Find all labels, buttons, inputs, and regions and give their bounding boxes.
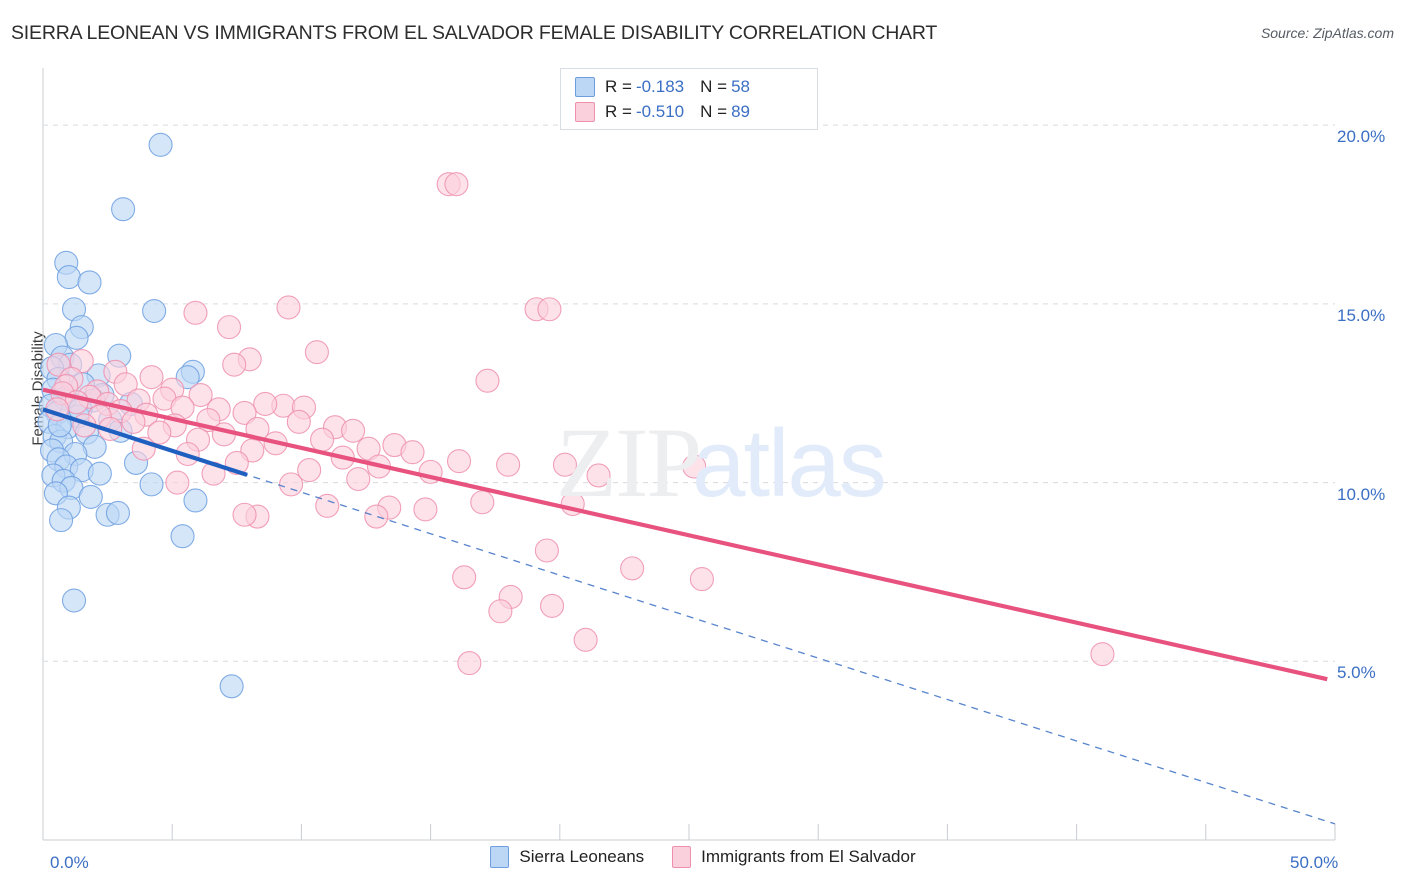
legend-label-el-salvador: Immigrants from El Salvador (701, 847, 916, 866)
trendline-sierra-leoneans-extension (42, 408, 1336, 825)
data-point (346, 466, 371, 492)
page-title: SIERRA LEONEAN VS IMMIGRANTS FROM EL SAL… (11, 22, 938, 44)
data-point (620, 556, 645, 581)
series-legend: Sierra Leoneans Immigrants from El Salva… (0, 846, 1406, 868)
data-point (297, 458, 322, 483)
n-label-pink: N = (700, 102, 728, 121)
n-value-blue: 58 (731, 77, 750, 96)
data-point (470, 490, 495, 515)
data-point (232, 400, 257, 425)
data-point (165, 470, 190, 495)
x-tick-label: 0.0% (50, 853, 89, 872)
data-point (304, 340, 329, 365)
stats-legend: R = -0.183 N = 58 R = -0.510 N = 89 (560, 68, 818, 130)
n-label-blue: N = (700, 77, 728, 96)
data-point (69, 349, 94, 374)
legend-swatch-sierra-leoneans (575, 77, 595, 97)
data-point (49, 508, 74, 533)
data-point (539, 593, 565, 618)
data-point (222, 352, 247, 377)
data-point (586, 463, 611, 488)
legend-label-sierra-leoneans: Sierra Leoneans (519, 847, 645, 866)
stats-legend-row-blue: R = -0.183 N = 58 (575, 75, 766, 99)
x-tick-label: 50.0% (1290, 853, 1339, 872)
data-point (488, 599, 513, 624)
data-point (689, 567, 714, 592)
y-tick-label: 5.0% (1337, 663, 1376, 683)
r-value-pink: -0.510 (635, 102, 685, 121)
data-point (148, 132, 173, 157)
data-point (87, 461, 112, 486)
data-point (537, 297, 562, 322)
legend-color-sierra-leoneans (490, 846, 510, 868)
data-point (64, 325, 89, 350)
data-point (139, 365, 164, 390)
r-value-blue: -0.183 (635, 77, 685, 96)
data-point (56, 265, 81, 290)
legend-swatch-el-salvador (575, 102, 595, 122)
trendline-sierra-leoneans (42, 407, 248, 477)
data-point (232, 502, 257, 527)
data-point (457, 651, 482, 676)
data-point (61, 588, 87, 613)
data-point (111, 197, 136, 222)
data-point (142, 298, 167, 324)
data-point (77, 270, 102, 295)
n-value-pink: 89 (731, 102, 750, 121)
data-point (1090, 642, 1115, 667)
data-point (276, 295, 301, 320)
data-point (217, 315, 242, 340)
data-point (170, 524, 195, 549)
plot-area (37, 68, 1336, 841)
data-point (315, 493, 340, 518)
data-point (475, 368, 500, 393)
data-point (573, 627, 598, 652)
r-label-pink: R = (605, 102, 632, 121)
data-point (219, 674, 244, 699)
data-point (364, 504, 389, 529)
data-point (552, 452, 578, 477)
data-point (310, 427, 335, 452)
legend-item-el-salvador[interactable]: Immigrants from El Salvador (672, 846, 916, 868)
data-point (188, 382, 213, 408)
data-point (446, 449, 472, 474)
data-point (341, 418, 366, 443)
scatter-canvas (37, 68, 1336, 841)
data-point (183, 488, 208, 513)
data-point (183, 300, 208, 325)
data-point (105, 500, 130, 526)
data-point (400, 440, 425, 465)
data-point (279, 472, 304, 497)
trendline-el-salvador (42, 387, 1328, 682)
source-attribution: Source: ZipAtlas.com (1260, 25, 1394, 41)
data-point (78, 484, 103, 509)
y-tick-label: 20.0% (1337, 127, 1386, 147)
data-point (356, 436, 381, 461)
data-point (253, 391, 278, 417)
data-point (286, 409, 311, 434)
series-el-salvador (45, 172, 1115, 676)
data-point (496, 452, 521, 477)
legend-color-el-salvador (672, 846, 692, 868)
y-tick-label: 15.0% (1337, 305, 1386, 325)
legend-item-sierra-leoneans[interactable]: Sierra Leoneans (490, 846, 644, 868)
stats-legend-row-pink: R = -0.510 N = 89 (575, 100, 766, 124)
y-tick-label: 10.0% (1337, 484, 1386, 504)
r-label-blue: R = (605, 77, 632, 96)
data-point (534, 538, 559, 563)
data-point (682, 454, 707, 479)
data-point (452, 565, 477, 590)
data-point (413, 497, 438, 522)
data-point (139, 472, 164, 497)
data-point (147, 420, 172, 445)
data-point (444, 172, 469, 197)
data-point (113, 372, 138, 397)
